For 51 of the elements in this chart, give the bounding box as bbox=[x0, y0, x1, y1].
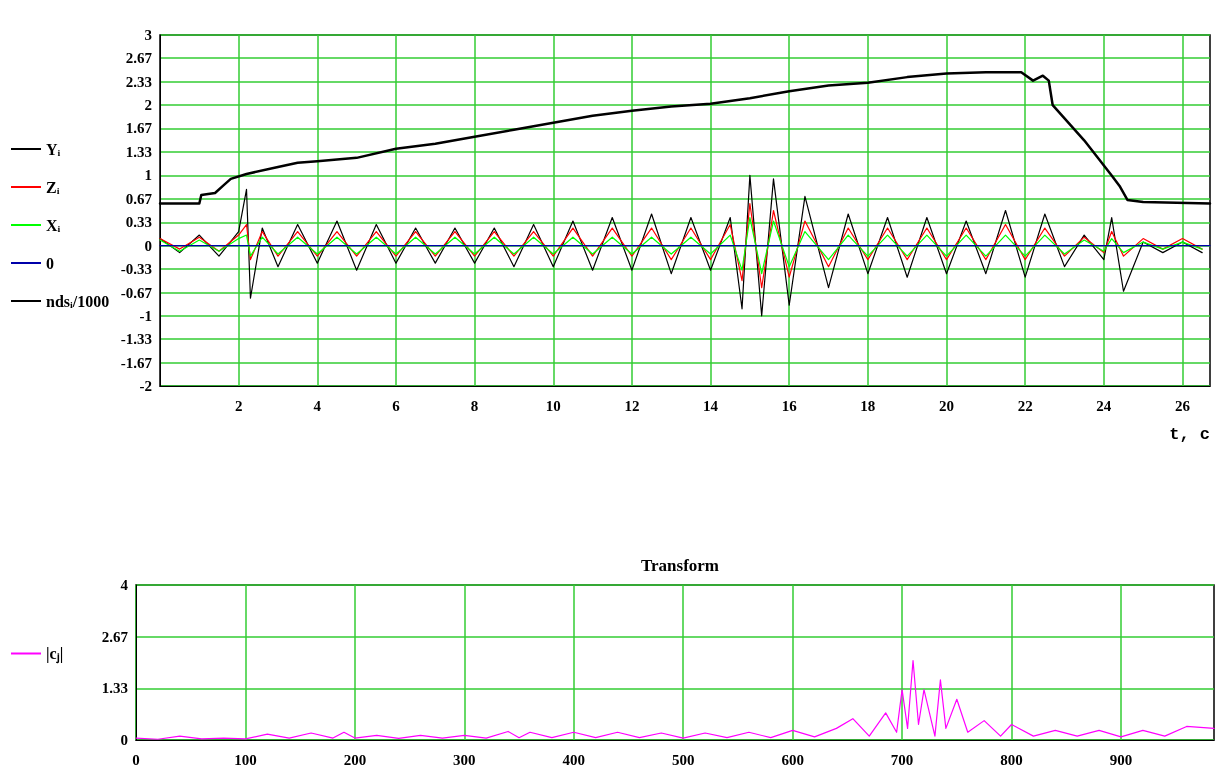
x-tick-label: 800 bbox=[1000, 751, 1023, 767]
y-tick-label: -1.33 bbox=[120, 330, 152, 347]
x-tick-label: 2 bbox=[234, 397, 243, 414]
x-tick-label: 26 bbox=[1174, 397, 1191, 414]
y-tick-label: 0.33 bbox=[125, 214, 152, 231]
y-tick-label: -0.67 bbox=[120, 284, 153, 301]
x-tick-label: 10 bbox=[545, 397, 561, 414]
y-tick-label: 3 bbox=[144, 27, 152, 43]
line-series bbox=[159, 216, 1203, 275]
x-tick-label: 700 bbox=[890, 751, 914, 767]
x-tick-label: 600 bbox=[781, 751, 804, 767]
x-tick-label: 8 bbox=[470, 397, 479, 414]
x-tick-label: 22 bbox=[1017, 397, 1033, 414]
x-tick-label: 12 bbox=[624, 397, 640, 414]
x-tick-label: 20 bbox=[939, 397, 955, 414]
y-tick-label: 1.33 bbox=[101, 680, 128, 697]
x-tick-label: 24 bbox=[1096, 397, 1112, 414]
x-tick-label: 18 bbox=[860, 397, 876, 414]
chart-title: Transform bbox=[640, 556, 720, 575]
y-tick-label: -1.67 bbox=[120, 354, 153, 371]
y-tick-label: -1 bbox=[139, 307, 152, 324]
legend-label: 0 bbox=[46, 254, 54, 272]
y-tick-label: 2.67 bbox=[101, 628, 129, 645]
x-tick-label: 200 bbox=[343, 751, 367, 767]
legend-label: ndsᵢ/1000 bbox=[46, 292, 110, 310]
x-tick-label: 16 bbox=[781, 397, 798, 414]
legend-label: Yᵢ bbox=[46, 140, 61, 158]
x-tick-label: 400 bbox=[562, 751, 586, 767]
y-tick-label: 2.33 bbox=[125, 74, 152, 91]
x-axis-title: t, c bbox=[1169, 425, 1210, 444]
legend-label: Zᵢ bbox=[46, 178, 60, 196]
y-tick-label: 2.67 bbox=[125, 50, 153, 67]
y-tick-label: -0.33 bbox=[120, 260, 152, 277]
x-tick-label: 300 bbox=[453, 751, 476, 767]
y-tick-label: 0 bbox=[120, 732, 128, 748]
y-tick-label: -2 bbox=[139, 378, 152, 394]
x-tick-label: 6 bbox=[392, 397, 401, 414]
x-tick-label: 14 bbox=[703, 397, 719, 414]
y-tick-label: 0 bbox=[144, 237, 152, 254]
legend-label: |cⱼ| bbox=[46, 645, 64, 664]
y-tick-label: 2 bbox=[144, 97, 152, 114]
x-tick-label: 900 bbox=[1109, 751, 1133, 767]
x-tick-label: 4 bbox=[313, 397, 322, 414]
x-tick-label: 500 bbox=[671, 751, 695, 767]
y-tick-label: 0.67 bbox=[125, 190, 153, 207]
y-tick-label: 1.67 bbox=[125, 120, 153, 137]
y-tick-label: 4 bbox=[120, 577, 129, 593]
legend-label: Xᵢ bbox=[46, 216, 61, 234]
y-tick-label: 1 bbox=[144, 167, 152, 184]
x-tick-label: 100 bbox=[234, 751, 257, 767]
y-tick-label: 1.33 bbox=[125, 144, 152, 161]
